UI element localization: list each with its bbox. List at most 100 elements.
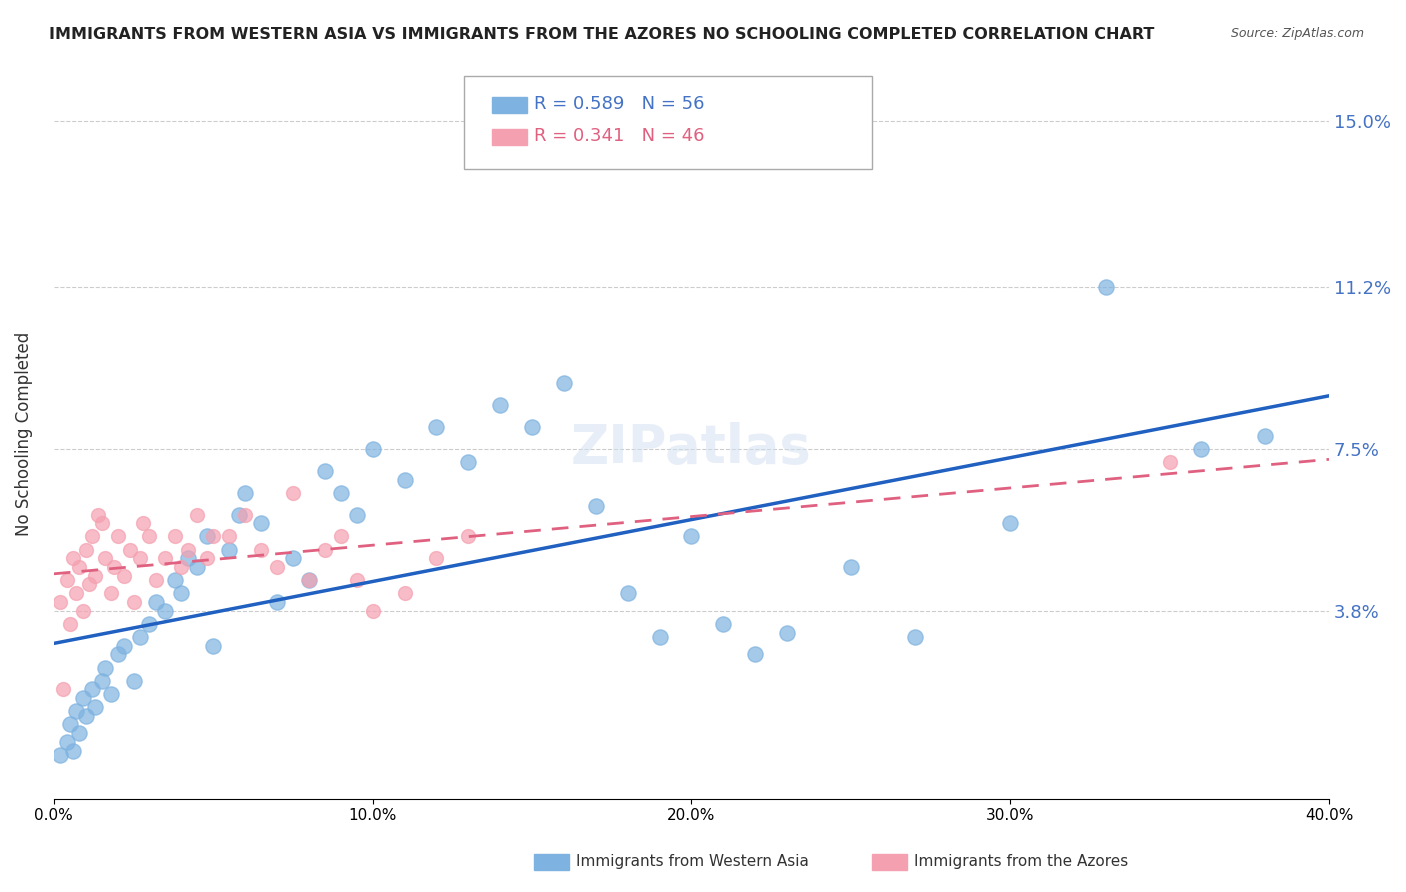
Point (163, 573, 186, 587)
Point (90, 673, 112, 688)
Point (67, 560, 90, 574)
Point (67, 726, 90, 740)
Point (170, 560, 193, 574)
Point (49, 595, 72, 609)
Point (112, 568, 135, 582)
Point (55, 735, 77, 749)
Point (107, 529, 129, 543)
Point (1095, 280, 1118, 294)
Point (394, 473, 416, 487)
Point (49, 747, 72, 762)
Point (177, 542, 200, 557)
Point (457, 529, 479, 543)
Point (100, 586, 122, 600)
Point (120, 542, 142, 557)
Point (250, 542, 273, 557)
Text: Immigrants from Western Asia: Immigrants from Western Asia (576, 855, 810, 869)
Point (138, 529, 160, 543)
Point (1254, 429, 1277, 443)
Point (84, 700, 107, 714)
Point (361, 604, 384, 618)
Point (94, 551, 117, 566)
Point (122, 595, 145, 609)
Point (425, 420, 447, 434)
Point (250, 516, 273, 531)
Point (329, 485, 352, 500)
Point (72, 691, 94, 706)
Point (107, 648, 129, 662)
Point (87, 508, 110, 522)
Point (80, 529, 103, 543)
Point (163, 529, 186, 543)
Point (346, 573, 368, 587)
Point (329, 529, 352, 543)
Point (112, 639, 135, 653)
Point (361, 442, 384, 456)
Point (903, 630, 925, 644)
Point (84, 568, 107, 582)
Point (776, 625, 799, 640)
Point (233, 485, 256, 500)
Point (346, 508, 368, 522)
Point (266, 595, 288, 609)
Text: R = 0.589   N = 56: R = 0.589 N = 56 (534, 95, 704, 113)
Point (298, 573, 321, 587)
Point (77, 577, 100, 591)
Text: Source: ZipAtlas.com: Source: ZipAtlas.com (1230, 27, 1364, 40)
Point (314, 464, 336, 478)
Point (90, 516, 112, 531)
Point (94, 660, 117, 674)
Point (1191, 442, 1213, 456)
Point (155, 604, 177, 618)
Point (195, 529, 218, 543)
Point (177, 551, 200, 566)
Point (218, 542, 240, 557)
Point (839, 560, 862, 574)
Point (62, 744, 84, 758)
Point (75, 542, 97, 557)
Point (103, 560, 125, 574)
Point (489, 398, 512, 412)
Text: IMMIGRANTS FROM WESTERN ASIA VS IMMIGRANTS FROM THE AZORES NO SCHOOLING COMPLETE: IMMIGRANTS FROM WESTERN ASIA VS IMMIGRAN… (49, 27, 1154, 42)
Point (186, 508, 208, 522)
Point (744, 648, 766, 662)
Point (65, 704, 87, 718)
Point (52, 682, 75, 697)
Point (65, 586, 87, 600)
Point (281, 485, 304, 500)
Point (202, 529, 225, 543)
Point (145, 595, 167, 609)
Point (186, 560, 208, 574)
Point (218, 529, 240, 543)
Point (170, 586, 193, 600)
Point (195, 551, 218, 566)
Point (55, 573, 77, 587)
Text: R = 0.341   N = 46: R = 0.341 N = 46 (534, 128, 704, 145)
Point (62, 551, 84, 566)
Point (202, 639, 225, 653)
Point (648, 630, 671, 644)
Point (457, 455, 479, 469)
Point (155, 551, 177, 566)
Point (1000, 516, 1022, 531)
Point (298, 573, 321, 587)
Point (100, 687, 122, 701)
Point (681, 529, 703, 543)
Point (72, 604, 94, 618)
Point (129, 630, 152, 644)
Point (394, 586, 416, 600)
Point (145, 573, 167, 587)
Point (520, 420, 543, 434)
Point (80, 682, 103, 697)
Point (75, 708, 97, 723)
Point (138, 616, 160, 631)
Point (233, 508, 256, 522)
Point (59, 616, 82, 631)
Point (1159, 455, 1181, 469)
Point (281, 551, 304, 566)
Point (228, 508, 250, 522)
Point (129, 551, 152, 566)
Point (314, 542, 336, 557)
Text: ZIPatlas: ZIPatlas (571, 422, 811, 475)
Point (122, 673, 145, 688)
